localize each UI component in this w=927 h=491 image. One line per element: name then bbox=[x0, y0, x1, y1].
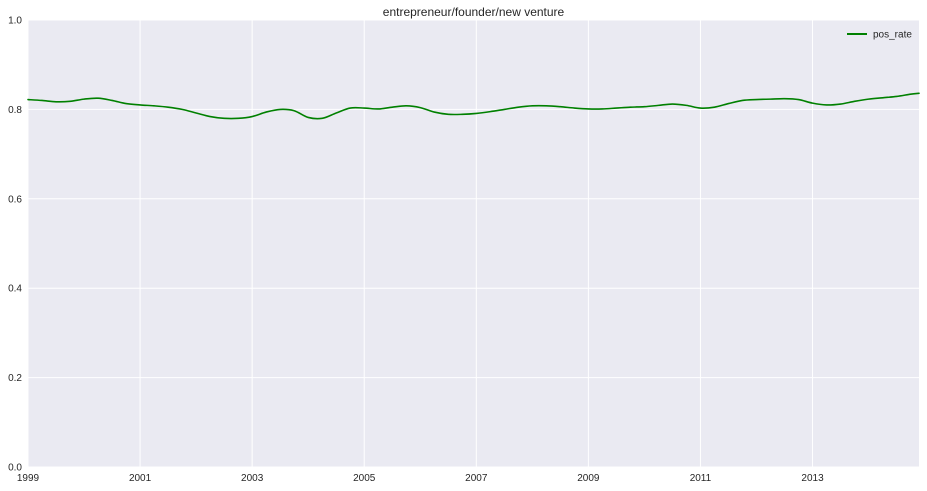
x-tick-label: 2007 bbox=[465, 473, 488, 484]
x-tick-label: 1999 bbox=[17, 473, 40, 484]
grid-lines bbox=[27, 19, 919, 468]
x-tick-label: 2013 bbox=[801, 473, 824, 484]
chart-title: entrepreneur/founder/new venture bbox=[383, 5, 565, 19]
x-tick-label: 2009 bbox=[577, 473, 600, 484]
y-axis-ticks: 0.0 0.2 0.4 0.6 0.8 1.0 bbox=[8, 16, 22, 474]
legend: pos_rate bbox=[847, 30, 912, 41]
legend-label-pos-rate: pos_rate bbox=[873, 30, 912, 41]
x-tick-label: 2001 bbox=[129, 473, 152, 484]
y-tick-label: 0.8 bbox=[8, 105, 22, 116]
x-tick-label: 2011 bbox=[690, 473, 712, 484]
y-tick-label: 0.2 bbox=[8, 373, 22, 384]
series-line-pos-rate bbox=[27, 92, 920, 120]
series-layer bbox=[27, 92, 920, 120]
y-tick-label: 0.4 bbox=[8, 284, 22, 295]
x-tick-label: 2003 bbox=[241, 473, 264, 484]
y-tick-label: 0.0 bbox=[8, 463, 22, 474]
y-tick-label: 0.6 bbox=[8, 194, 22, 205]
plot-background bbox=[28, 20, 919, 467]
y-tick-label: 1.0 bbox=[8, 16, 22, 27]
x-axis-ticks: 1999 2001 2003 2005 2007 2009 2011 2013 bbox=[17, 473, 824, 484]
x-tick-label: 2005 bbox=[353, 473, 376, 484]
